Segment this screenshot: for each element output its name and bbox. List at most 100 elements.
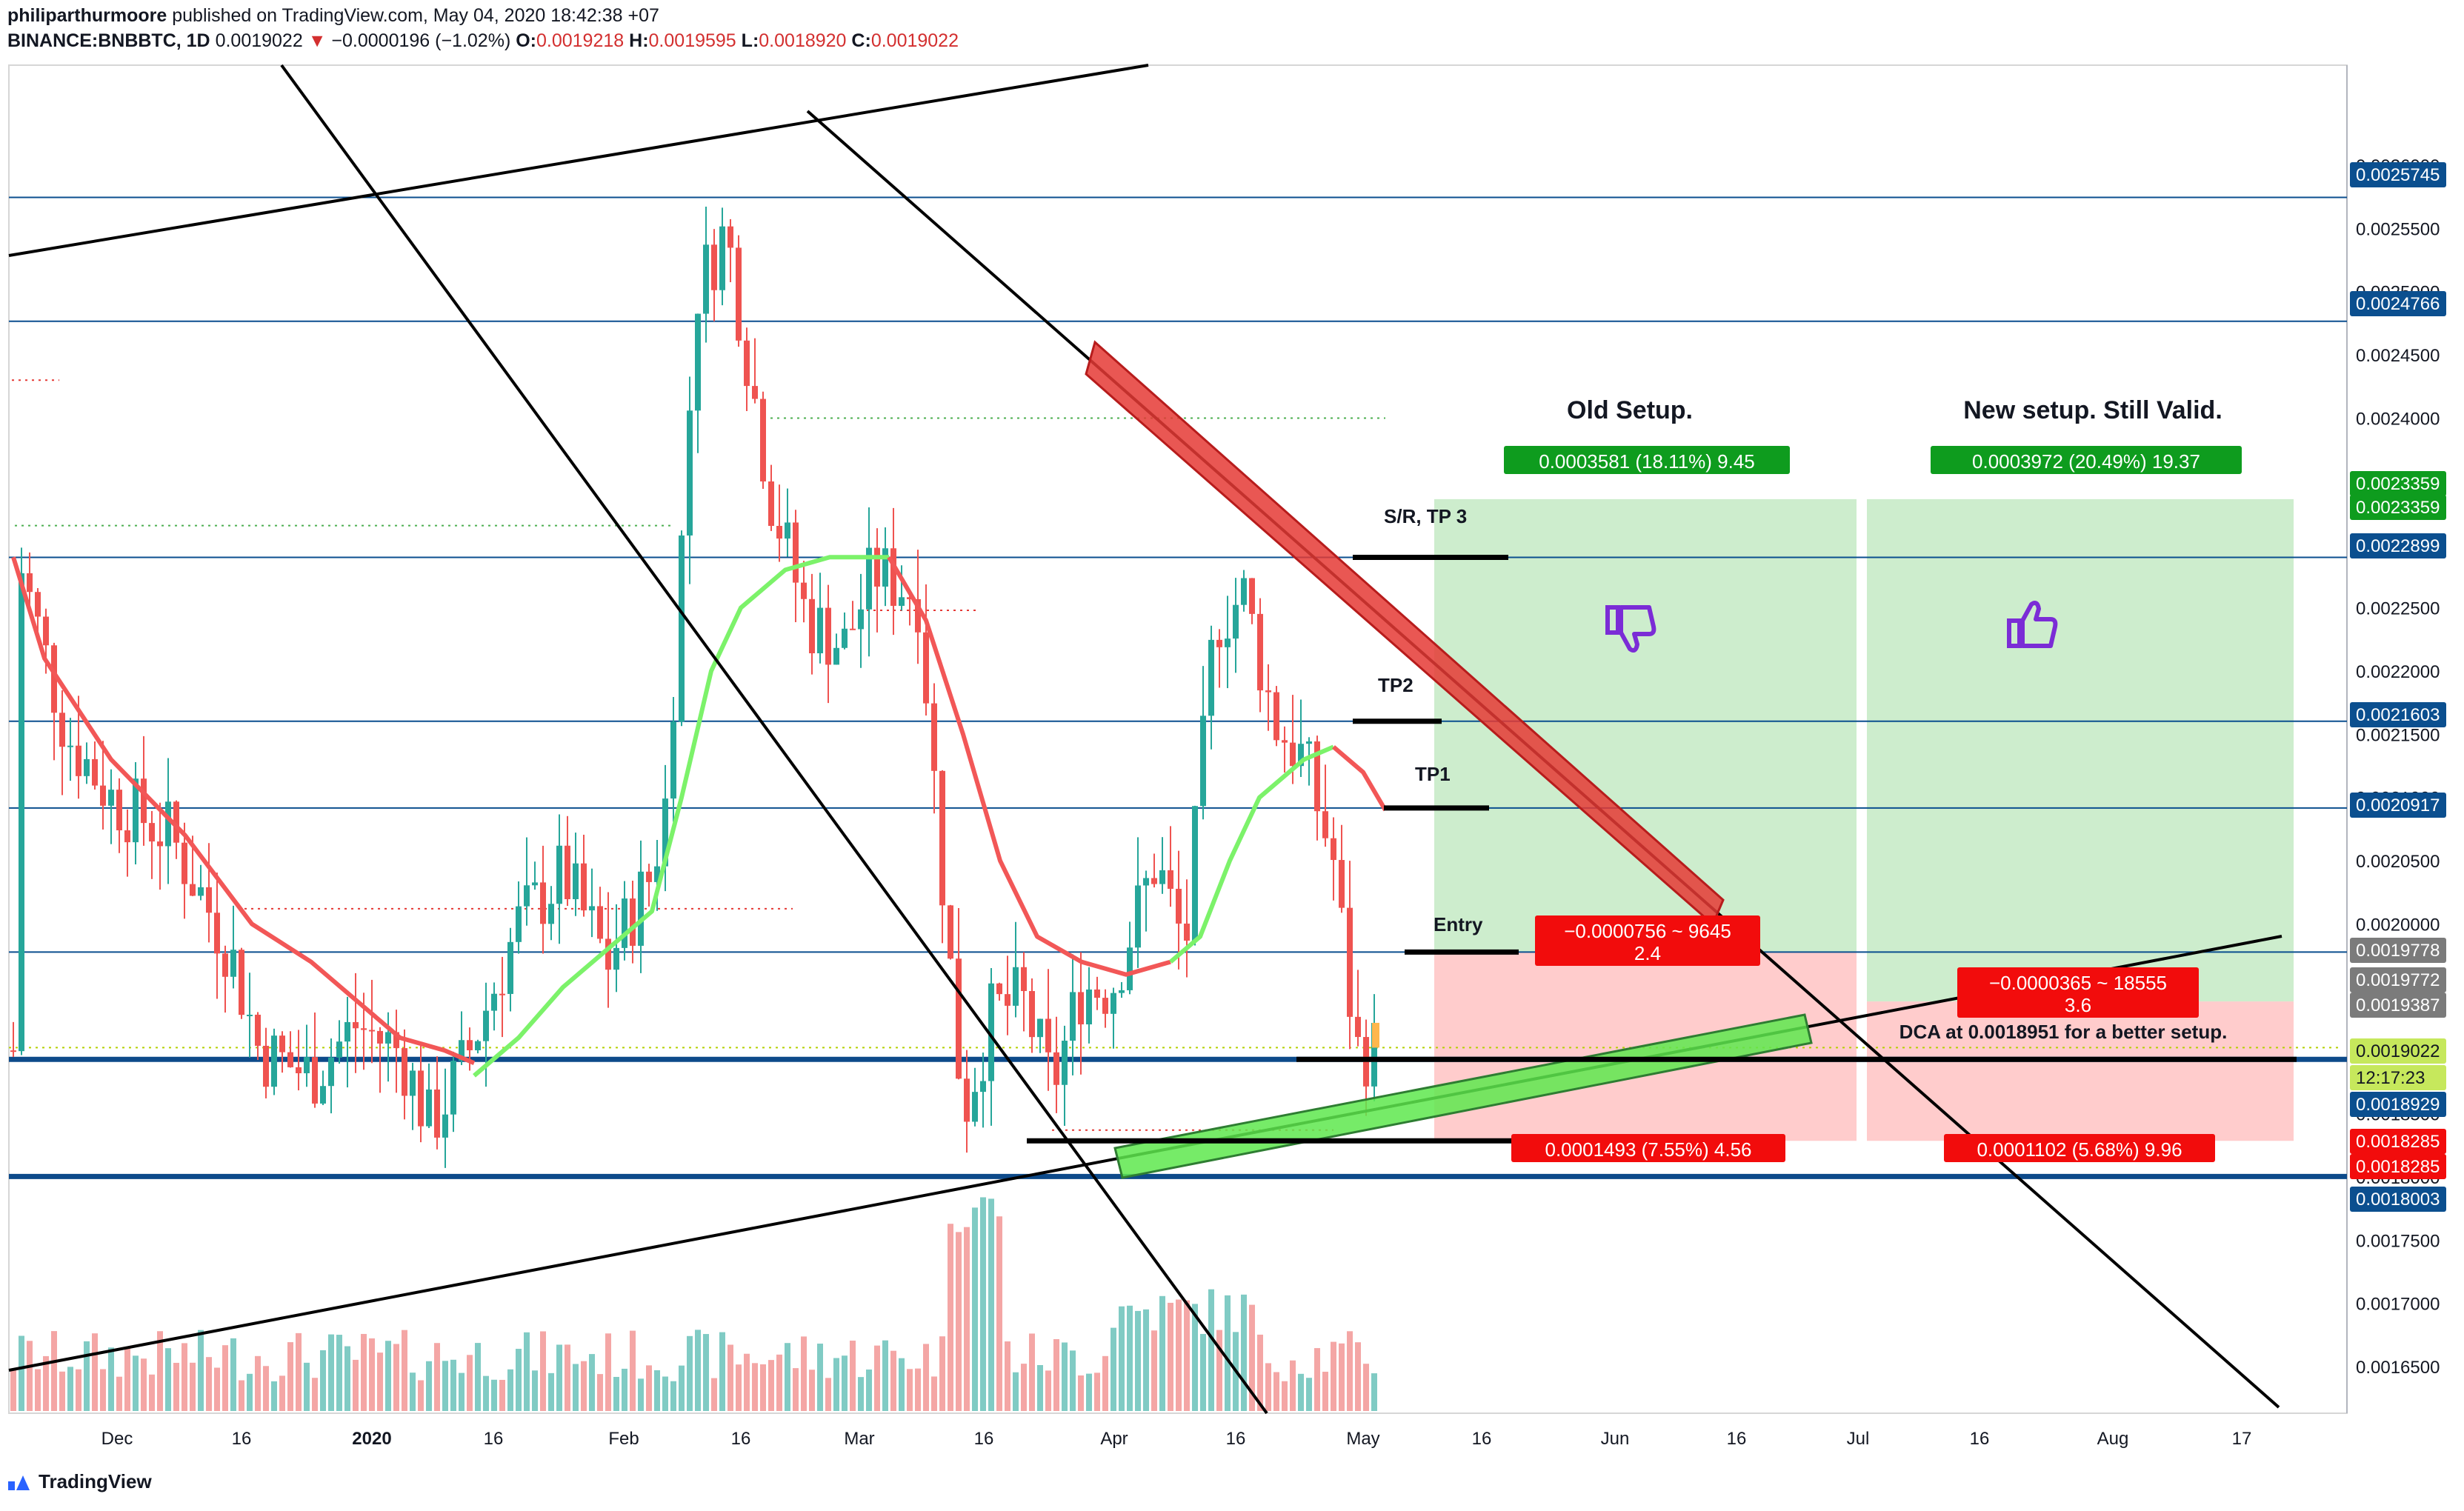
volume-bar xyxy=(670,1381,676,1411)
candle-body xyxy=(736,247,742,341)
volume-bar xyxy=(646,1365,652,1411)
volume-bar xyxy=(1176,1299,1182,1411)
time-tick-label: 16 xyxy=(484,1429,504,1449)
volume-bar xyxy=(980,1197,986,1411)
time-tick-label: Feb xyxy=(608,1429,639,1449)
volume-bar xyxy=(344,1346,350,1411)
candle-body xyxy=(1290,742,1296,767)
author-name[interactable]: philiparthurmoore xyxy=(7,5,167,26)
candle-body xyxy=(1273,692,1279,741)
price-badge-label: 0.0018929 xyxy=(2356,1095,2440,1115)
volume-bar xyxy=(230,1338,236,1411)
volume-bar xyxy=(442,1361,448,1411)
volume-bar xyxy=(1208,1289,1214,1411)
candle-body xyxy=(785,522,790,539)
volume-bar xyxy=(507,1369,513,1411)
volume-bar xyxy=(165,1348,171,1411)
volume-bar xyxy=(59,1371,65,1411)
candle-body xyxy=(157,841,163,847)
volume-bar xyxy=(776,1354,782,1411)
candle-body xyxy=(190,884,196,896)
volume-bar xyxy=(695,1330,701,1411)
candle-body xyxy=(679,535,685,722)
old-profit-box: 0.0003581 (18.11%) 9.45 xyxy=(1504,446,1790,474)
candle-body xyxy=(1331,838,1336,861)
volume-bar xyxy=(116,1376,122,1411)
price-badge xyxy=(2350,993,2446,1018)
volume-bar xyxy=(133,1355,139,1411)
volume-bar xyxy=(825,1378,831,1411)
volume-bar xyxy=(785,1343,790,1411)
price-badge xyxy=(2350,967,2446,993)
thumbs-up-icon[interactable] xyxy=(2007,601,2058,648)
time-tick-label: Apr xyxy=(1100,1429,1128,1449)
volume-bar xyxy=(296,1332,302,1411)
candle-body xyxy=(507,941,513,994)
volume-bar xyxy=(19,1335,24,1411)
volume-bar xyxy=(304,1362,310,1411)
candle-body xyxy=(214,913,220,954)
volume-bar xyxy=(817,1344,823,1411)
candle-body xyxy=(377,1030,383,1044)
volume-bar xyxy=(35,1369,41,1411)
volume-bar xyxy=(939,1336,945,1411)
candle-body xyxy=(1306,741,1312,744)
volume-bar xyxy=(1151,1330,1157,1411)
candle-body xyxy=(1086,989,1092,1025)
volume-bar xyxy=(336,1335,342,1411)
low-value: 0.0018920 xyxy=(759,30,847,51)
candle-body xyxy=(271,1035,277,1087)
volume-bar xyxy=(793,1368,799,1411)
symbol-name[interactable]: BINANCE:BNBBTC, 1D xyxy=(7,30,210,51)
time-tick-label: 16 xyxy=(1727,1429,1747,1449)
volume-bar xyxy=(687,1335,693,1411)
volume-bar xyxy=(1257,1334,1263,1411)
volume-bar xyxy=(1094,1372,1100,1411)
thumbs-down-icon[interactable] xyxy=(1605,605,1656,653)
high-value: 0.0019595 xyxy=(648,30,736,51)
annotations: Old Setup. New setup. Still Valid. S/R, TP… xyxy=(1027,396,2297,1162)
volume-bar xyxy=(833,1358,839,1411)
candle-body xyxy=(1119,990,1125,993)
candle-body xyxy=(817,607,823,653)
volume-bar xyxy=(402,1330,407,1411)
new-profit-box-text: 0.0003972 (20.49%) 19.37 xyxy=(1972,450,2200,473)
volume-bars xyxy=(10,1197,1377,1411)
time-tick-label: 16 xyxy=(1970,1429,1990,1449)
volume-bar xyxy=(662,1376,668,1411)
volume-bar xyxy=(1371,1373,1377,1411)
candle-body xyxy=(239,950,244,1015)
time-tick-label: Dec xyxy=(101,1429,133,1449)
volume-bar xyxy=(418,1380,424,1411)
tradingview-logo[interactable]: TradingView xyxy=(7,1470,152,1493)
volume-bar xyxy=(532,1370,538,1411)
candle-body xyxy=(1045,1018,1051,1053)
candle-body xyxy=(434,1089,440,1138)
candle-body xyxy=(1233,604,1239,639)
candle-body xyxy=(149,823,155,842)
candle-body xyxy=(76,745,81,776)
new-setup-loss-zone xyxy=(1867,1001,2294,1141)
price-badge xyxy=(2350,471,2446,496)
price-badge-label: 0.0025745 xyxy=(2356,165,2440,185)
time-tick-label: 16 xyxy=(1226,1429,1246,1449)
volume-bar xyxy=(1200,1333,1206,1411)
volume-bar xyxy=(141,1358,147,1411)
candle-body xyxy=(1298,744,1304,767)
volume-bar xyxy=(548,1372,554,1411)
candle-body xyxy=(1184,923,1190,941)
price-axis: 0.00260000.00255000.00250000.00245000.00… xyxy=(2350,156,2446,1378)
candle-body xyxy=(1168,870,1173,889)
volume-bar xyxy=(890,1350,896,1411)
candle-body xyxy=(1339,860,1345,908)
candle-body xyxy=(630,898,636,946)
candle-body xyxy=(426,1089,432,1127)
volume-bar xyxy=(426,1361,432,1411)
price-badge-label: 12:17:23 xyxy=(2356,1068,2425,1088)
volume-bar xyxy=(752,1363,758,1411)
candle-body xyxy=(173,801,179,843)
price-badge-label: 0.0024766 xyxy=(2356,294,2440,314)
price-tick-label: 0.0025500 xyxy=(2356,219,2440,239)
candle-body xyxy=(410,1070,416,1096)
